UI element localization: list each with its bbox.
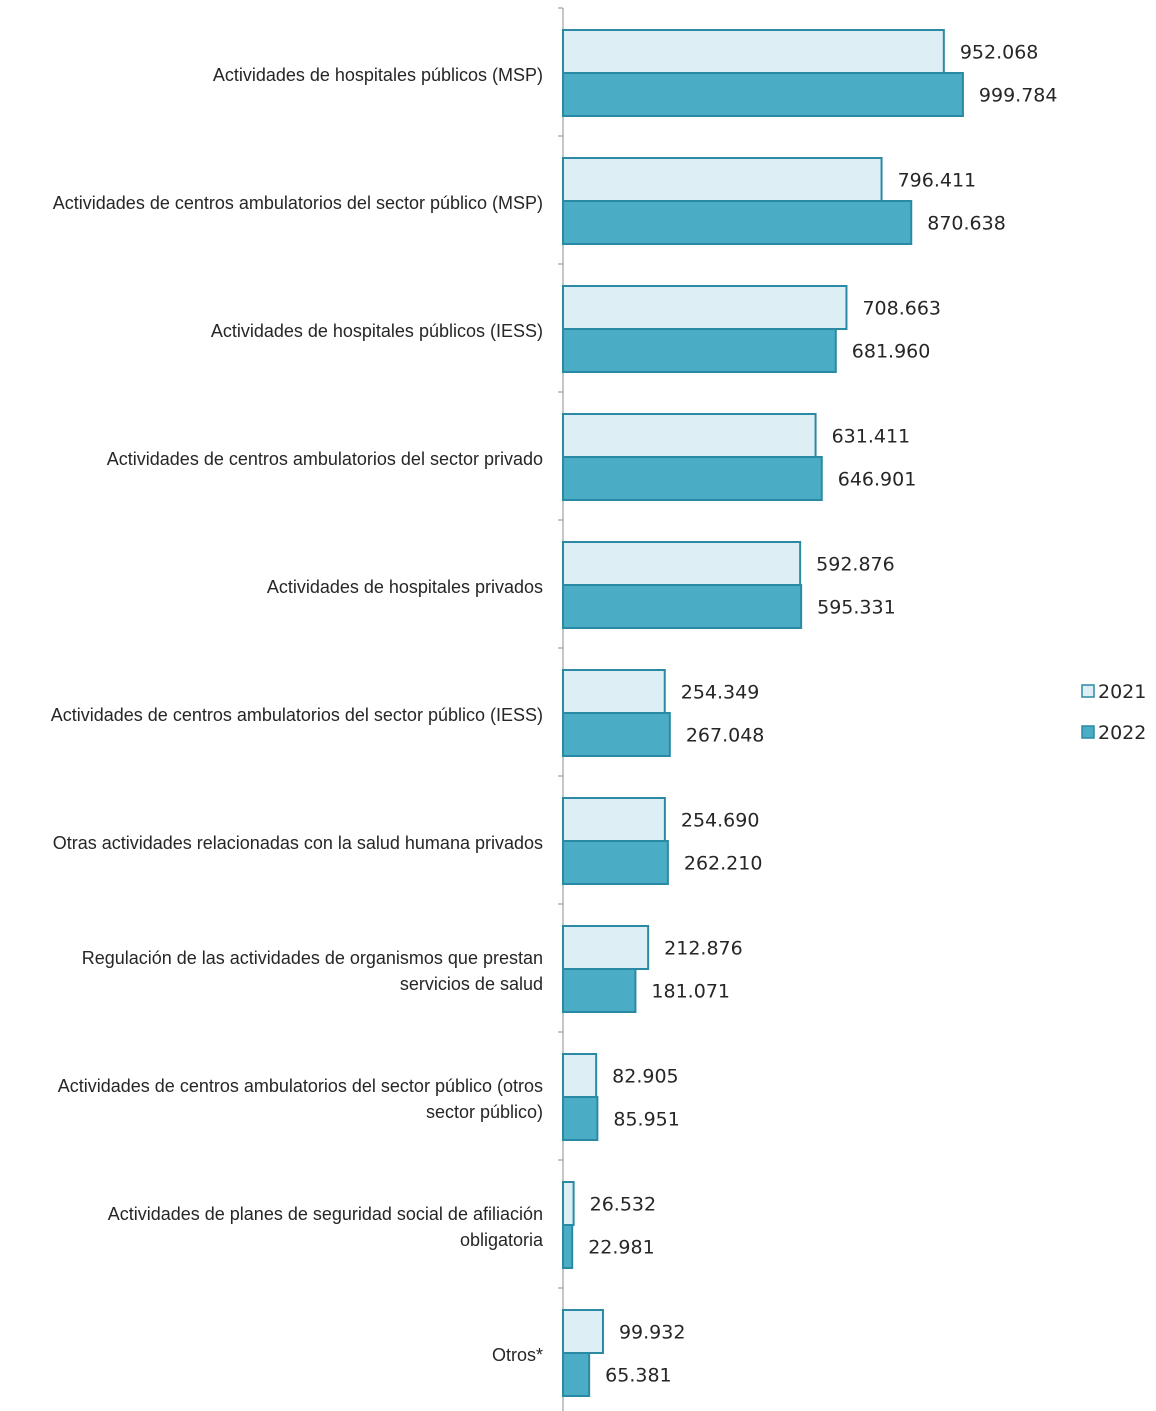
- category-label: Actividades de centros ambulatorios del …: [58, 1076, 543, 1096]
- category-label: servicios de salud: [400, 974, 543, 994]
- bar-2022: [562, 456, 823, 501]
- category-label: Otras actividades relacionadas con la sa…: [53, 833, 543, 853]
- data-label-2022: 267.048: [686, 725, 765, 747]
- category-labels: Actividades de hospitales públicos (MSP)…: [51, 65, 544, 1365]
- category-label: obligatoria: [460, 1230, 544, 1250]
- bar-2021: [562, 1053, 598, 1098]
- category-label: Actividades de hospitales públicos (IESS…: [211, 321, 543, 341]
- category-label: Actividades de planes de seguridad socia…: [108, 1204, 543, 1224]
- data-label-2021: 708.663: [862, 298, 941, 320]
- category-label: Actividades de hospitales públicos (MSP): [213, 65, 543, 85]
- bar-2022: [562, 72, 964, 117]
- legend: 2021 2022: [1081, 681, 1146, 744]
- data-label-2022: 595.331: [817, 597, 896, 619]
- bar-2021: [562, 925, 650, 970]
- data-label-2021: 99.932: [619, 1322, 685, 1344]
- category-label: Actividades de hospitales privados: [267, 577, 543, 597]
- category-label: Actividades de centros ambulatorios del …: [51, 705, 543, 725]
- bar-2022: [562, 200, 913, 245]
- data-label-2021: 82.905: [612, 1066, 678, 1088]
- bar-2021: [562, 1309, 604, 1354]
- data-label-2021: 592.876: [816, 554, 895, 576]
- bar-2021: [562, 669, 666, 714]
- data-label-2021: 631.411: [832, 426, 911, 448]
- bar-2021: [562, 797, 666, 842]
- bar-2021: [562, 285, 848, 330]
- bar-2022: [562, 1352, 591, 1397]
- data-label-2021: 254.690: [681, 810, 760, 832]
- category-label: sector público): [426, 1102, 543, 1122]
- legend-swatch-2021: [1081, 684, 1095, 698]
- data-label-2022: 181.071: [651, 981, 730, 1003]
- legend-label-2021: 2021: [1098, 681, 1146, 703]
- category-label: Actividades de centros ambulatorios del …: [107, 449, 543, 469]
- data-label-2022: 85.951: [613, 1109, 679, 1131]
- bar-2021: [562, 413, 817, 458]
- bar-2021: [562, 541, 802, 586]
- category-label: Actividades de centros ambulatorios del …: [53, 193, 543, 213]
- data-label-2021: 26.532: [590, 1194, 656, 1216]
- bar-2022: [562, 584, 803, 629]
- legend-swatch-2022: [1081, 725, 1095, 739]
- bar-2022: [562, 968, 637, 1013]
- data-label-2021: 254.349: [681, 682, 760, 704]
- bar-2022: [562, 840, 669, 885]
- bar-2022: [562, 328, 837, 373]
- category-label: Regulación de las actividades de organis…: [82, 948, 543, 968]
- data-label-2022: 646.901: [838, 469, 917, 491]
- bar-2022: [562, 712, 671, 757]
- bars: [562, 29, 964, 1397]
- data-label-2022: 999.784: [979, 85, 1058, 107]
- data-label-2021: 796.411: [898, 170, 977, 192]
- bar-2022: [562, 1224, 574, 1269]
- data-label-2021: 952.068: [960, 42, 1039, 64]
- data-label-2022: 870.638: [927, 213, 1006, 235]
- data-label-2022: 22.981: [588, 1237, 654, 1259]
- category-label: Otros*: [492, 1345, 543, 1365]
- data-label-2022: 65.381: [605, 1365, 671, 1387]
- data-label-2022: 681.960: [852, 341, 931, 363]
- data-label-2021: 212.876: [664, 938, 743, 960]
- legend-label-2022: 2022: [1098, 722, 1146, 744]
- bar-2021: [562, 29, 945, 74]
- data-label-2022: 262.210: [684, 853, 763, 875]
- bar-2021: [562, 1181, 575, 1226]
- bar-2021: [562, 157, 883, 202]
- bar-2022: [562, 1096, 599, 1141]
- data-labels: 952.068 999.784 796.411 870.638 708.663 681.9…: [588, 42, 1057, 1387]
